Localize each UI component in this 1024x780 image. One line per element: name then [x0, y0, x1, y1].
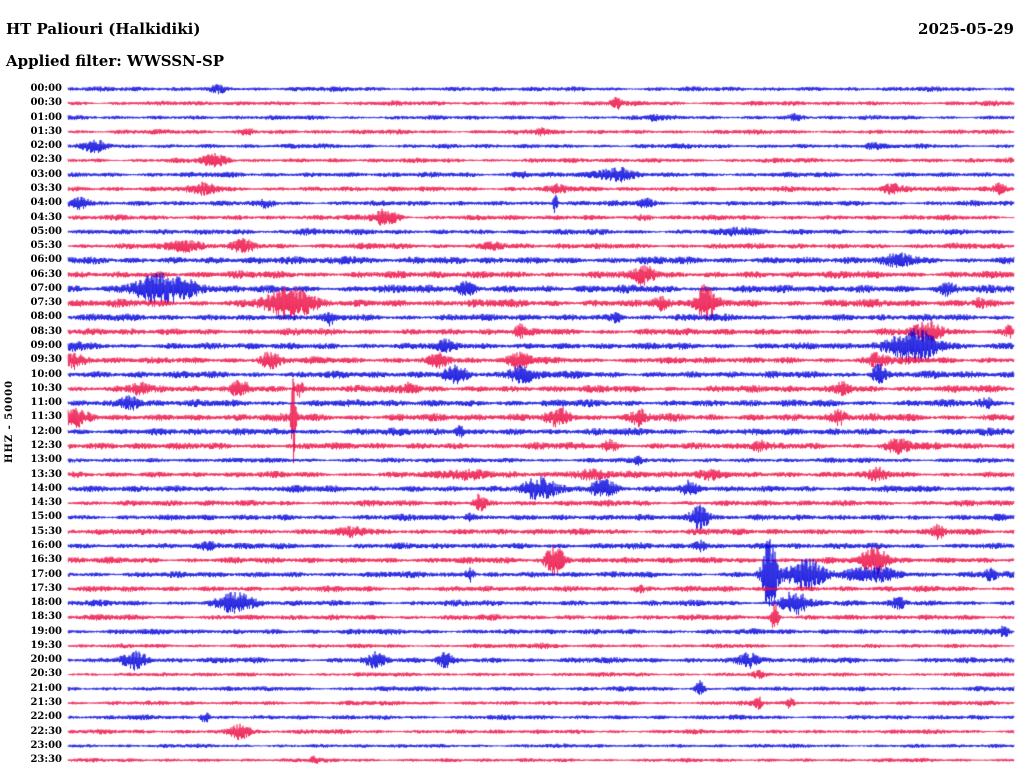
time-label: 05:00	[30, 225, 62, 237]
time-label: 00:30	[30, 97, 62, 109]
time-label: 13:00	[30, 454, 62, 466]
time-label: 20:00	[30, 654, 62, 666]
time-label: 01:00	[30, 111, 62, 123]
time-label: 09:00	[30, 340, 62, 352]
time-label: 15:00	[30, 511, 62, 523]
time-axis: 00:00 00:30 01:00 01:30 02:00 02:30 03:00 03:30…	[0, 0, 64, 780]
time-label: 19:00	[30, 625, 62, 637]
time-label: 18:30	[30, 611, 62, 623]
time-label: 06:30	[30, 268, 62, 280]
time-label: 22:30	[30, 725, 62, 737]
time-label: 06:00	[30, 254, 62, 266]
header-date: 2025-05-29	[918, 20, 1014, 38]
time-label: 17:30	[30, 582, 62, 594]
time-label: 07:30	[30, 297, 62, 309]
time-label: 07:00	[30, 282, 62, 294]
station-title: HT Paliouri (Halkidiki)	[6, 20, 201, 38]
time-label: 05:30	[30, 240, 62, 252]
time-label: 11:00	[30, 397, 62, 409]
time-label: 20:30	[30, 668, 62, 680]
time-label: 04:30	[30, 211, 62, 223]
time-label: 16:30	[30, 554, 62, 566]
time-label: 02:00	[30, 140, 62, 152]
time-label: 21:00	[30, 682, 62, 694]
time-label: 14:00	[30, 482, 62, 494]
time-label: 08:30	[30, 325, 62, 337]
time-label: 15:30	[30, 525, 62, 537]
time-label: 21:30	[30, 697, 62, 709]
time-label: 18:00	[30, 597, 62, 609]
time-label: 04:00	[30, 197, 62, 209]
time-label: 03:30	[30, 182, 62, 194]
time-label: 14:30	[30, 497, 62, 509]
time-label: 13:30	[30, 468, 62, 480]
time-label: 10:30	[30, 382, 62, 394]
time-label: 10:00	[30, 368, 62, 380]
time-label: 22:00	[30, 711, 62, 723]
time-label: 03:00	[30, 168, 62, 180]
time-label: 02:30	[30, 154, 62, 166]
time-label: 17:00	[30, 568, 62, 580]
time-label: 00:00	[30, 83, 62, 94]
time-label: 09:30	[30, 354, 62, 366]
time-label: 01:30	[30, 125, 62, 137]
time-label: 11:30	[30, 411, 62, 423]
time-label: 12:30	[30, 440, 62, 451]
time-label: 23:00	[30, 739, 62, 751]
time-label: 08:00	[30, 311, 62, 323]
time-label: 16:00	[30, 539, 62, 551]
time-label: 23:30	[30, 754, 62, 766]
time-label: 19:30	[30, 639, 62, 651]
filter-label: Applied filter: WWSSN-SP	[6, 52, 225, 70]
time-label: 12:00	[30, 425, 62, 437]
